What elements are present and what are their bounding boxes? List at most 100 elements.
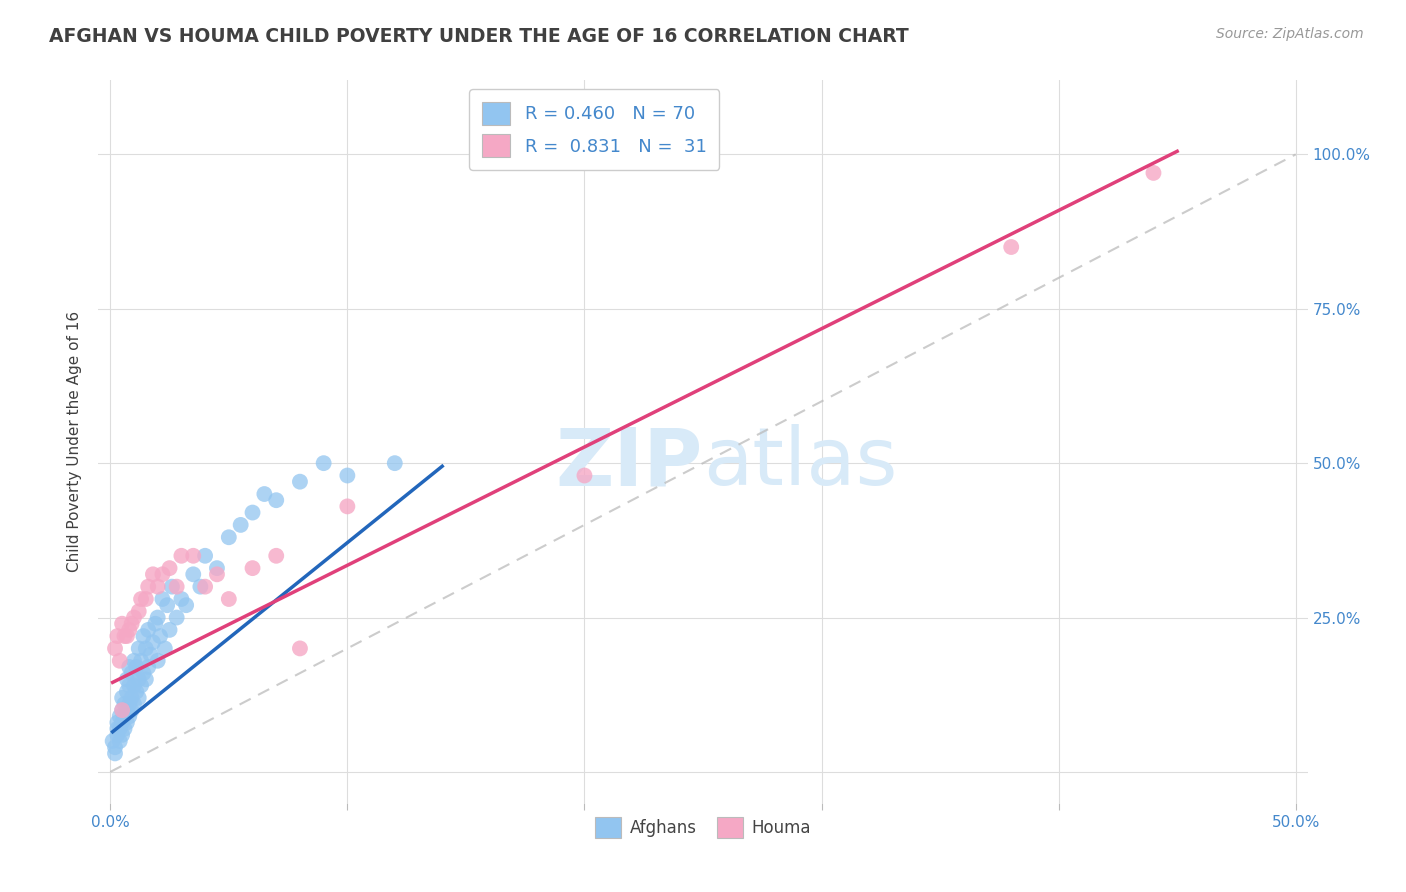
Point (122, 697, 145, 711)
Y-axis label: Child Poverty Under the Age of 16: Child Poverty Under the Age of 16 (67, 311, 83, 572)
Point (128, 641, 150, 656)
Point (181, 549, 204, 563)
Point (152, 567, 174, 582)
Point (108, 709, 131, 723)
Point (104, 641, 127, 656)
Point (129, 592, 152, 607)
Point (118, 709, 141, 723)
Point (218, 592, 240, 607)
Point (1000, 240, 1022, 254)
Point (142, 635, 165, 649)
Point (242, 561, 264, 575)
Point (111, 728, 134, 742)
Point (108, 654, 131, 668)
Point (128, 673, 150, 687)
Point (129, 678, 152, 692)
Point (114, 722, 136, 736)
Legend: Afghans, Houma: Afghans, Houma (588, 810, 818, 845)
Point (146, 610, 169, 624)
Point (128, 690, 150, 705)
Point (129, 654, 152, 668)
Point (114, 709, 136, 723)
Point (139, 648, 162, 662)
Point (136, 623, 159, 637)
Point (181, 567, 204, 582)
Point (111, 703, 134, 717)
Point (118, 623, 141, 637)
Point (114, 697, 136, 711)
Point (111, 690, 134, 705)
Text: Source: ZipAtlas.com: Source: ZipAtlas.com (1216, 27, 1364, 41)
Point (205, 567, 228, 582)
Point (205, 561, 228, 575)
Point (142, 567, 165, 582)
Point (218, 530, 240, 544)
Point (108, 722, 131, 736)
Point (312, 456, 335, 470)
Point (264, 549, 287, 563)
Point (105, 728, 128, 742)
Point (384, 456, 406, 470)
Point (146, 654, 169, 668)
Point (264, 493, 287, 508)
Point (122, 678, 145, 692)
Point (105, 629, 128, 643)
Point (166, 580, 188, 594)
Point (149, 629, 172, 643)
Point (1142, 166, 1164, 180)
Point (132, 666, 155, 681)
Point (115, 703, 138, 717)
Point (229, 517, 252, 532)
Point (118, 678, 141, 692)
Point (153, 641, 176, 656)
Point (105, 722, 128, 736)
Point (146, 580, 169, 594)
Point (118, 697, 141, 711)
Point (574, 468, 596, 483)
Point (135, 673, 157, 687)
Point (101, 734, 124, 748)
Point (160, 580, 183, 594)
Point (136, 660, 159, 674)
Point (132, 629, 155, 643)
Point (194, 549, 217, 563)
Point (111, 616, 134, 631)
Point (128, 604, 150, 618)
Text: ZIP: ZIP (555, 425, 703, 502)
Point (135, 641, 157, 656)
Point (118, 660, 141, 674)
Point (156, 598, 179, 612)
Point (111, 715, 134, 730)
Point (170, 592, 193, 607)
Point (121, 666, 143, 681)
Point (108, 734, 131, 748)
Point (170, 549, 193, 563)
Point (104, 747, 127, 761)
Point (159, 561, 181, 575)
Point (159, 623, 181, 637)
Point (288, 475, 311, 489)
Point (125, 684, 148, 698)
Point (122, 654, 145, 668)
Point (143, 616, 166, 631)
Text: AFGHAN VS HOUMA CHILD POVERTY UNDER THE AGE OF 16 CORRELATION CHART: AFGHAN VS HOUMA CHILD POVERTY UNDER THE … (49, 27, 908, 45)
Point (104, 740, 127, 755)
Point (135, 592, 157, 607)
Point (121, 690, 143, 705)
Point (115, 715, 138, 730)
Point (190, 580, 212, 594)
Point (288, 641, 311, 656)
Point (121, 616, 143, 631)
Point (115, 629, 138, 643)
Point (121, 703, 143, 717)
Point (136, 580, 159, 594)
Point (336, 500, 359, 514)
Point (122, 610, 145, 624)
Text: atlas: atlas (703, 425, 897, 502)
Point (115, 684, 138, 698)
Point (115, 673, 138, 687)
Point (111, 703, 134, 717)
Point (125, 660, 148, 674)
Point (336, 468, 359, 483)
Point (194, 580, 217, 594)
